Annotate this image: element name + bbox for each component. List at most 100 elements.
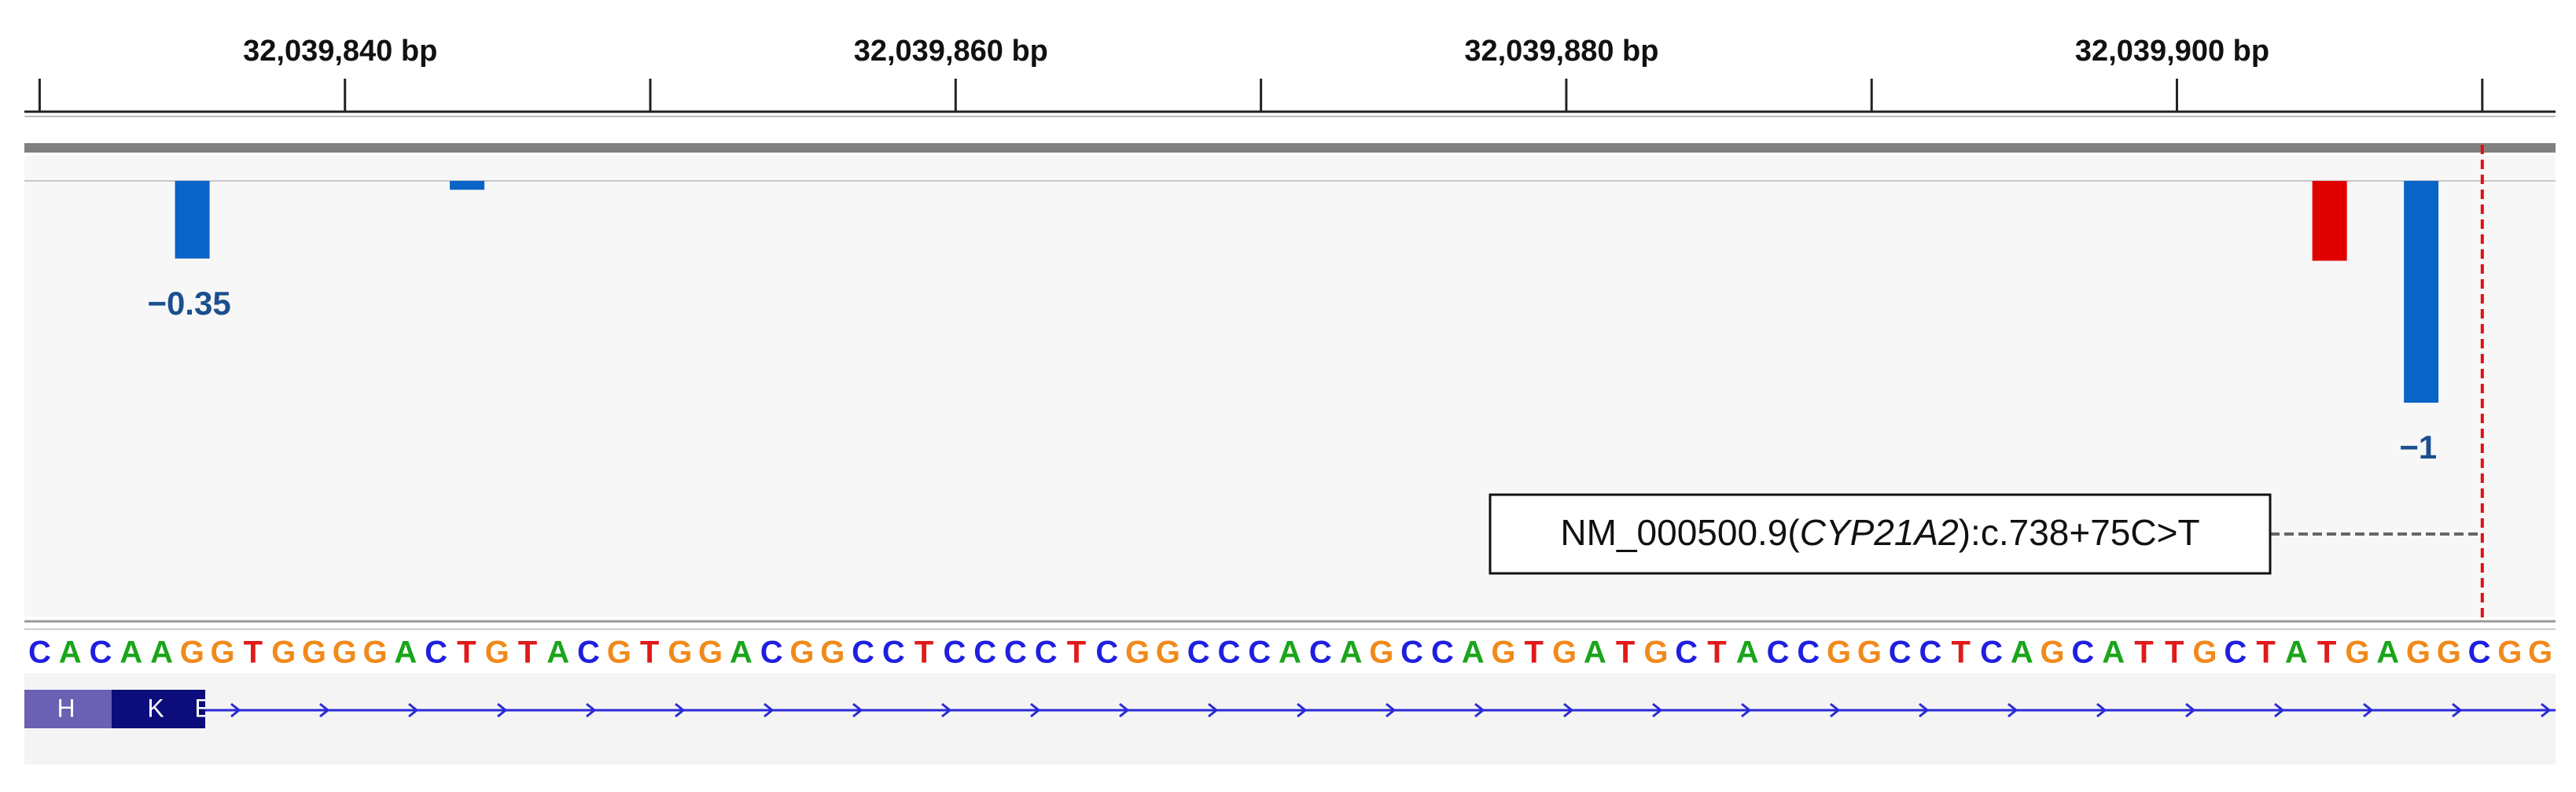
strand-arrow	[2541, 702, 2552, 718]
base: A	[2011, 635, 2033, 670]
strand-arrow	[1208, 702, 1219, 718]
base: A	[1584, 635, 1606, 670]
strand-arrow	[2452, 702, 2463, 718]
strand-arrow	[497, 702, 508, 718]
strand-arrow	[1297, 702, 1308, 718]
base: C	[90, 635, 112, 670]
strand-arrow	[1563, 702, 1574, 718]
base: T	[2165, 635, 2184, 670]
base: A	[1279, 635, 1301, 670]
strand-arrow	[1741, 702, 1752, 718]
base: T	[914, 635, 933, 670]
base: A	[1736, 635, 1759, 670]
base: G	[271, 635, 296, 670]
exon	[112, 690, 205, 728]
strand-arrow	[408, 702, 419, 718]
base: C	[1767, 635, 1790, 670]
base: A	[59, 635, 82, 670]
variant-gene: CYP21A2	[1800, 512, 1959, 553]
base: C	[2224, 635, 2247, 670]
base: G	[1369, 635, 1393, 670]
base: T	[2256, 635, 2275, 670]
base: C	[425, 635, 447, 670]
exon-label: H	[57, 694, 75, 722]
base: G	[180, 635, 204, 670]
base: A	[120, 635, 142, 670]
base: C	[1675, 635, 1698, 670]
x-tick-label: 32,039,900 bp	[2075, 35, 2269, 68]
bar	[175, 181, 210, 259]
gene-track	[24, 673, 2556, 764]
base: C	[1248, 635, 1271, 670]
strand-arrow	[764, 702, 775, 718]
base: A	[1340, 635, 1363, 670]
base: A	[150, 635, 173, 670]
base: C	[28, 635, 51, 670]
base: C	[1919, 635, 1942, 670]
strand-arrow	[1119, 702, 1130, 718]
variant-box	[1489, 493, 2272, 575]
base: A	[2285, 635, 2308, 670]
base: T	[1707, 635, 1726, 670]
strand-arrow	[675, 702, 686, 718]
base: A	[2102, 635, 2125, 670]
strand-arrow	[2185, 702, 2196, 718]
base: A	[546, 635, 569, 670]
base: G	[485, 635, 510, 670]
base: A	[2376, 635, 2399, 670]
base: C	[1400, 635, 1423, 670]
strand-arrow	[2363, 702, 2374, 718]
base: A	[394, 635, 417, 670]
strand-arrow	[2274, 702, 2285, 718]
base: C	[1217, 635, 1240, 670]
base: T	[1952, 635, 1971, 670]
base: G	[2497, 635, 2522, 670]
base: C	[1980, 635, 2003, 670]
base: G	[1552, 635, 1577, 670]
base: G	[789, 635, 814, 670]
strand-arrow	[2007, 702, 2018, 718]
strand-arrow	[1919, 702, 1930, 718]
base: G	[1125, 635, 1150, 670]
strand-arrow	[319, 702, 330, 718]
variant-label: NM_000500.9(CYP21A2):c.738+75C>T	[1560, 512, 2199, 553]
strand-arrow	[1474, 702, 1485, 718]
base: T	[1067, 635, 1086, 670]
exon-label: E	[194, 694, 211, 722]
bar	[2312, 181, 2347, 261]
base: C	[1431, 635, 1454, 670]
base: C	[943, 635, 966, 670]
value-label: −0.35	[147, 285, 230, 322]
base: G	[2041, 635, 2065, 670]
base: G	[1156, 635, 1180, 670]
bar	[450, 181, 485, 190]
base: C	[852, 635, 874, 670]
x-tick-label: 32,039,860 bp	[854, 35, 1048, 68]
base: T	[640, 635, 659, 670]
base: G	[362, 635, 387, 670]
base: T	[244, 635, 263, 670]
base: G	[333, 635, 357, 670]
strand-arrow	[1830, 702, 1841, 718]
strand-arrow	[941, 702, 952, 718]
strand-arrow	[1652, 702, 1663, 718]
base: C	[1187, 635, 1210, 670]
base: C	[1797, 635, 1820, 670]
base: A	[1462, 635, 1485, 670]
base: C	[1035, 635, 1058, 670]
strand-arrow	[852, 702, 863, 718]
variant-suffix: ):c.738+75C>T	[1959, 512, 2200, 553]
base: T	[1525, 635, 1544, 670]
base: G	[1491, 635, 1515, 670]
base: G	[2192, 635, 2217, 670]
base: C	[882, 635, 905, 670]
strand-arrow	[586, 702, 597, 718]
base: C	[2071, 635, 2094, 670]
base: T	[2134, 635, 2153, 670]
base: C	[973, 635, 996, 670]
base: G	[2528, 635, 2552, 670]
base: C	[1889, 635, 1912, 670]
base: G	[1643, 635, 1668, 670]
variant-prefix: NM_000500.9(	[1560, 512, 1800, 553]
